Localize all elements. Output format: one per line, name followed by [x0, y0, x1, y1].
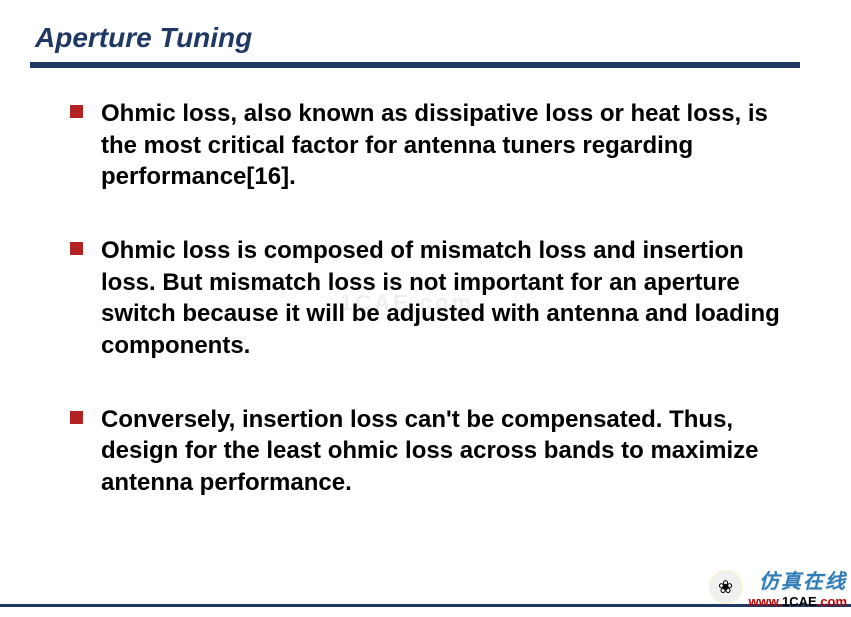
bullet-item: Ohmic loss is composed of mismatch loss …	[70, 235, 801, 362]
bullet-text: Conversely, insertion loss can't be comp…	[101, 404, 801, 499]
watermark-cn-text: 仿真在线	[759, 565, 847, 594]
watermark-logo-icon: ❀	[709, 570, 743, 604]
bullet-item: Ohmic loss, also known as dissipative lo…	[70, 98, 801, 193]
bullet-square-icon	[70, 105, 83, 118]
watermark-url-www: www.	[749, 594, 782, 609]
watermark-block: ❀ 仿真在线 www.1CAE.com	[709, 565, 848, 609]
watermark-url-com: .com	[817, 594, 847, 609]
bullet-item: Conversely, insertion loss can't be comp…	[70, 404, 801, 499]
watermark-logo-glyph: ❀	[718, 577, 733, 598]
bullet-square-icon	[70, 411, 83, 424]
bullet-text: Ohmic loss, also known as dissipative lo…	[101, 98, 801, 193]
title-area: Aperture Tuning	[0, 0, 851, 68]
bullet-square-icon	[70, 242, 83, 255]
watermark-url: www.1CAE.com	[749, 594, 848, 609]
content-area: Ohmic loss, also known as dissipative lo…	[0, 68, 851, 499]
watermark-text-block: 仿真在线 www.1CAE.com	[749, 565, 848, 609]
slide-title: Aperture Tuning	[35, 22, 816, 54]
bullet-text: Ohmic loss is composed of mismatch loss …	[101, 235, 801, 362]
watermark-url-domain: 1CAE	[782, 594, 817, 609]
